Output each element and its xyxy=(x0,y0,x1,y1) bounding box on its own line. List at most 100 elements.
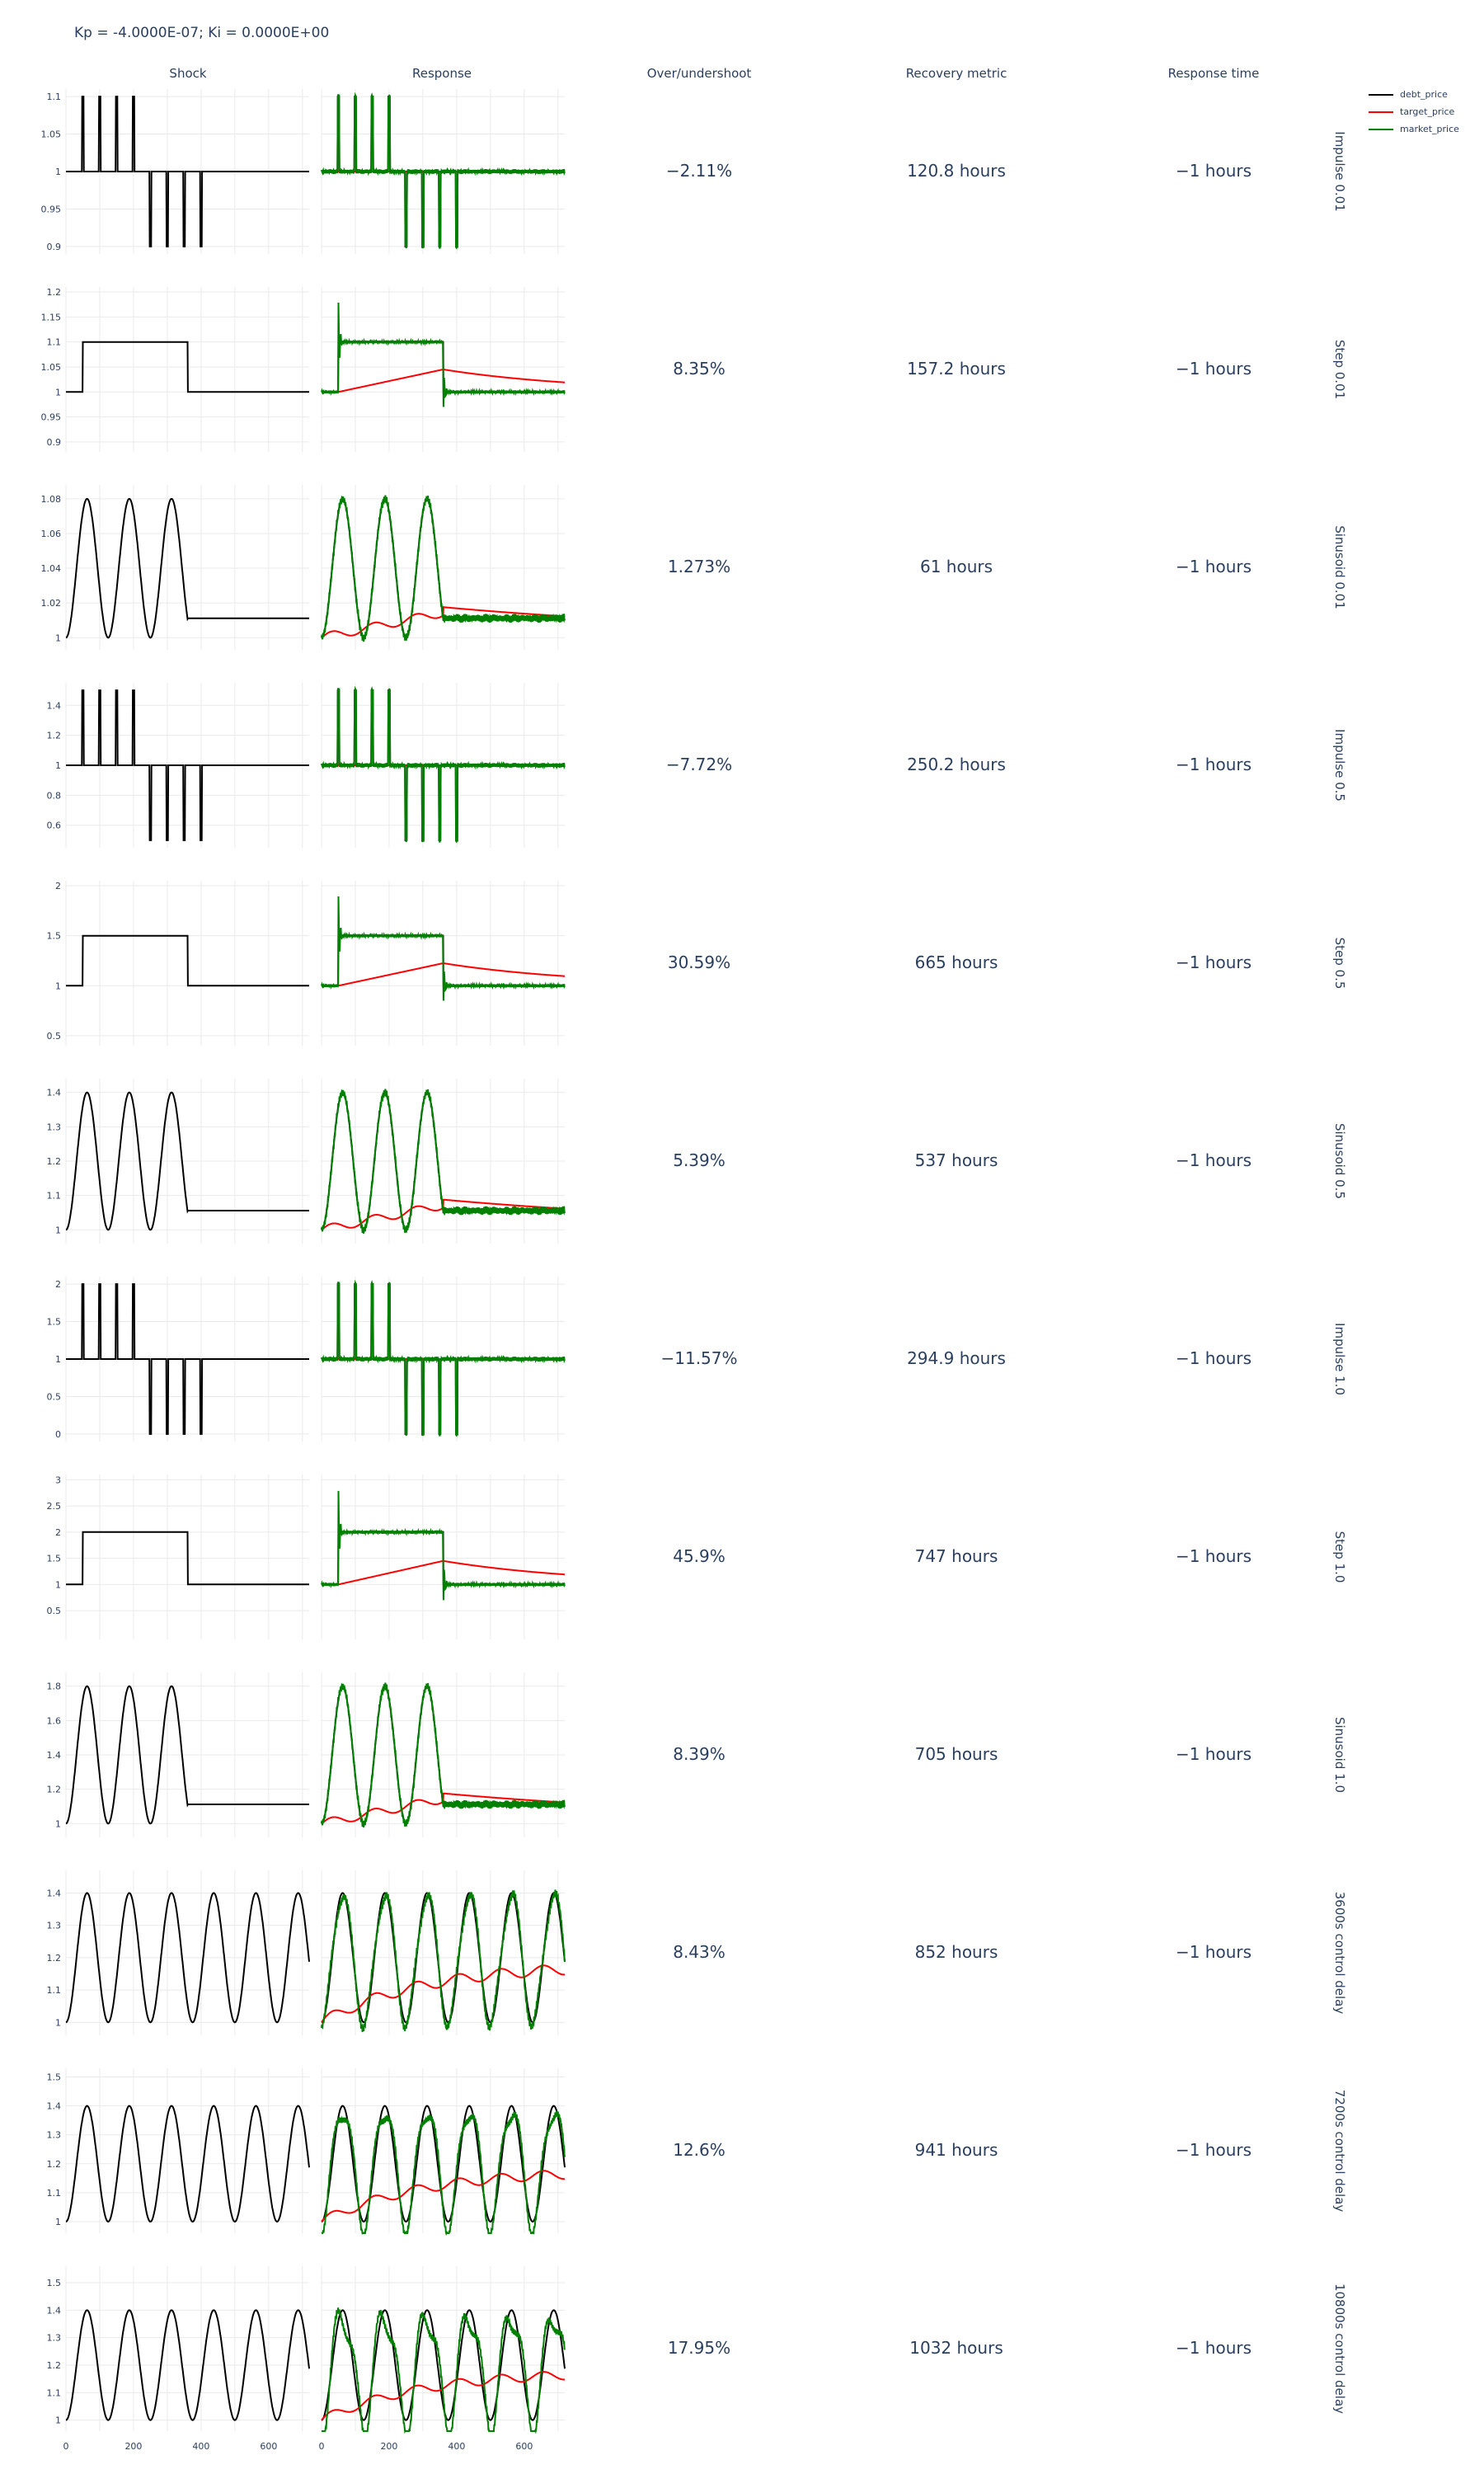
y-tick-label: 1.4 xyxy=(47,700,62,711)
response-time-value: −1 hours xyxy=(1176,359,1252,379)
y-tick-label: 1.4 xyxy=(47,1888,62,1898)
overshoot-value: 8.43% xyxy=(673,1942,726,1962)
y-tick-label: 1.05 xyxy=(41,362,62,373)
series-line-debt-price xyxy=(65,2105,310,2223)
recovery-value: 157.2 hours xyxy=(907,359,1006,379)
y-tick-label: 1 xyxy=(55,1354,61,1365)
y-tick-label: 1 xyxy=(55,167,61,177)
series-line-market-price xyxy=(321,1682,566,1828)
recovery-value: 941 hours xyxy=(915,2140,998,2160)
y-tick-label: 1.8 xyxy=(47,1681,62,1692)
y-tick-label: 0.9 xyxy=(47,437,62,448)
series-line-market-price xyxy=(321,896,566,1001)
legend: debt_price target_price market_price xyxy=(1369,86,1459,138)
legend-swatch xyxy=(1369,128,1393,130)
x-tick-label: 0 xyxy=(63,2441,69,2452)
row-label: Sinusoid 1.0 xyxy=(1332,1717,1347,1793)
series-line-market-price xyxy=(321,1089,566,1235)
series-line-market-price xyxy=(321,1279,566,1437)
y-tick-label: 1.2 xyxy=(47,2360,62,2371)
y-tick-label: 2.5 xyxy=(47,1501,62,1512)
y-tick-label: 1.4 xyxy=(47,1750,62,1761)
series-line-debt-price xyxy=(65,1685,309,1825)
y-tick-label: 0.95 xyxy=(41,204,62,214)
column-header: Over/undershoot xyxy=(647,66,752,81)
series-line-market-price xyxy=(321,92,566,250)
legend-item-target-price[interactable]: target_price xyxy=(1369,103,1459,120)
recovery-value: 747 hours xyxy=(915,1546,998,1566)
legend-item-debt-price[interactable]: debt_price xyxy=(1369,86,1459,103)
legend-swatch xyxy=(1369,111,1393,113)
response-time-value: −1 hours xyxy=(1176,161,1252,181)
row-label: 10800s control delay xyxy=(1332,2284,1347,2414)
response-time-value: −1 hours xyxy=(1176,1546,1252,1566)
series-line-market-price xyxy=(321,302,566,407)
y-tick-label: 1.1 xyxy=(47,1191,62,1202)
y-tick-label: 1.4 xyxy=(47,2305,62,2316)
y-tick-label: 1.1 xyxy=(47,2188,62,2199)
y-tick-label: 0.9 xyxy=(47,242,62,252)
y-tick-label: 2 xyxy=(55,1527,61,1538)
series-line-debt-price xyxy=(66,1531,309,1586)
response-time-value: −1 hours xyxy=(1176,557,1252,576)
column-header: Recovery metric xyxy=(906,66,1007,81)
legend-label: target_price xyxy=(1400,106,1455,117)
overshoot-value: 8.35% xyxy=(673,359,726,379)
y-tick-label: 1.3 xyxy=(47,2130,62,2141)
y-tick-label: 3 xyxy=(55,1475,61,1485)
recovery-value: 705 hours xyxy=(915,1744,998,1764)
series-line-market-price xyxy=(321,1490,566,1601)
recovery-value: 120.8 hours xyxy=(907,161,1006,181)
column-header: Response time xyxy=(1168,66,1260,81)
y-tick-label: 1.5 xyxy=(47,2278,62,2288)
y-tick-label: 1.1 xyxy=(47,1985,62,1996)
recovery-value: 294.9 hours xyxy=(907,1348,1006,1368)
y-tick-label: 1 xyxy=(55,2217,61,2227)
y-tick-label: 0.6 xyxy=(47,821,62,831)
response-time-value: −1 hours xyxy=(1176,1942,1252,1962)
overshoot-value: 1.273% xyxy=(668,557,730,576)
x-tick-label: 0 xyxy=(319,2441,325,2452)
response-time-value: −1 hours xyxy=(1176,952,1252,972)
legend-item-market-price[interactable]: market_price xyxy=(1369,120,1459,138)
overshoot-value: 17.95% xyxy=(668,2338,730,2358)
overshoot-value: −2.11% xyxy=(666,161,732,181)
x-tick-label: 200 xyxy=(124,2441,142,2452)
y-tick-label: 1.3 xyxy=(47,1122,62,1132)
x-tick-label: 400 xyxy=(448,2441,465,2452)
series-line-market-price xyxy=(322,2307,566,2434)
response-time-value: −1 hours xyxy=(1176,1150,1252,1170)
legend-swatch xyxy=(1369,93,1393,96)
y-tick-label: 1.2 xyxy=(47,1156,62,1167)
x-tick-label: 400 xyxy=(192,2441,209,2452)
row-label: Impulse 0.5 xyxy=(1332,729,1347,802)
response-time-value: −1 hours xyxy=(1176,2140,1252,2160)
y-tick-label: 1.2 xyxy=(47,1785,62,1795)
overshoot-value: 8.39% xyxy=(673,1744,726,1764)
x-tick-label: 600 xyxy=(260,2441,277,2452)
row-label: 3600s control delay xyxy=(1332,1892,1347,2015)
y-tick-label: 1 xyxy=(55,760,61,771)
y-tick-label: 1 xyxy=(55,1225,61,1235)
series-line-market-price xyxy=(321,495,566,642)
y-tick-label: 1.5 xyxy=(47,931,62,942)
y-tick-label: 1.5 xyxy=(47,2072,62,2083)
response-time-value: −1 hours xyxy=(1176,1348,1252,1368)
series-line-debt-price xyxy=(65,1091,309,1231)
y-tick-label: 1.6 xyxy=(47,1715,62,1726)
column-header: Response xyxy=(412,66,472,81)
x-tick-label: 200 xyxy=(380,2441,397,2452)
x-tick-label: 600 xyxy=(515,2441,533,2452)
row-label: Step 0.01 xyxy=(1332,340,1347,399)
y-tick-label: 1.2 xyxy=(47,731,62,741)
y-tick-label: 1 xyxy=(55,387,61,397)
overshoot-value: 5.39% xyxy=(673,1150,726,1170)
y-tick-label: 1.3 xyxy=(47,1921,62,1931)
y-tick-label: 1.02 xyxy=(41,598,62,609)
y-tick-label: 1.5 xyxy=(47,1554,62,1564)
recovery-value: 250.2 hours xyxy=(907,755,1006,774)
row-label: Sinusoid 0.01 xyxy=(1332,525,1347,609)
y-tick-label: 0.95 xyxy=(41,412,62,423)
series-line-debt-price xyxy=(66,341,309,393)
